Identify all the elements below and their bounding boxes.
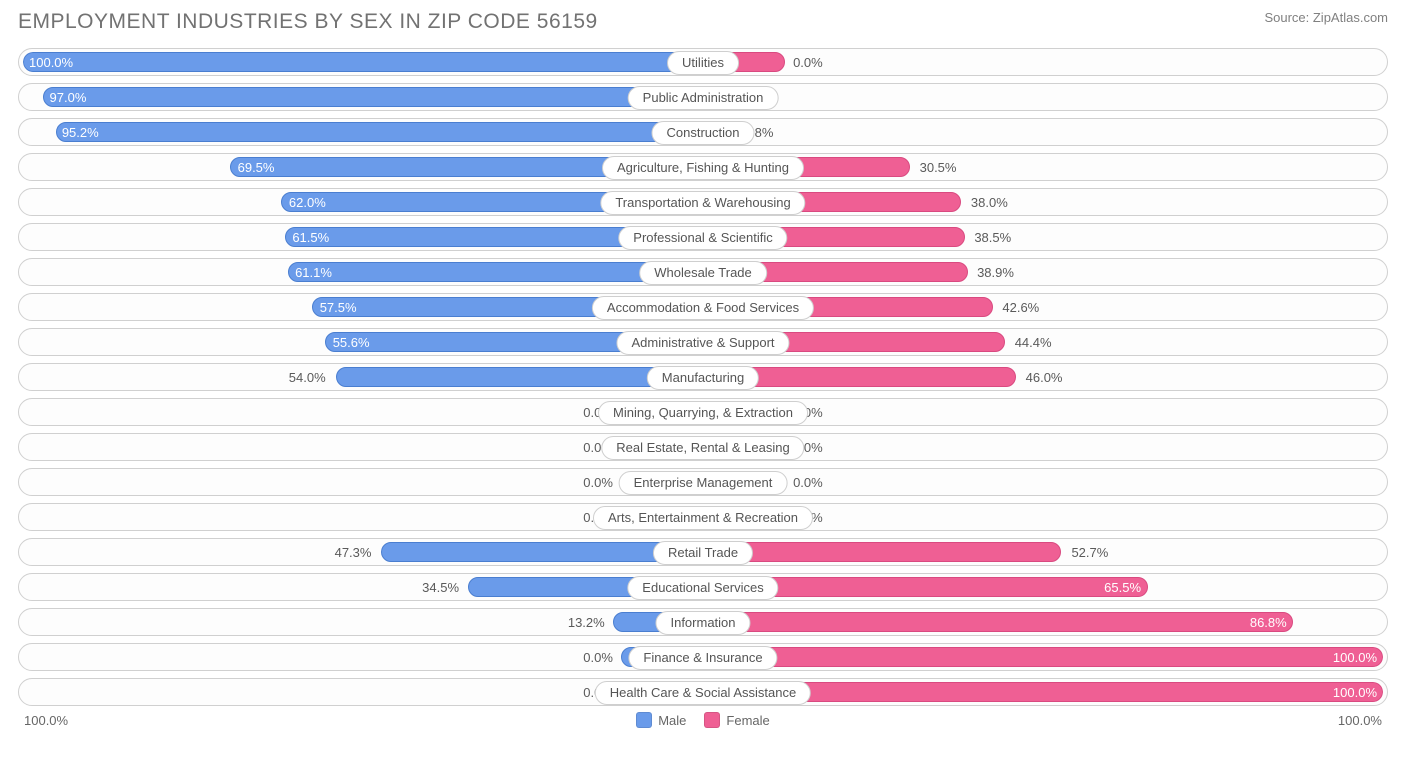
female-value: 44.4%	[1015, 329, 1052, 357]
female-bar	[703, 647, 1383, 667]
axis-left-label: 100.0%	[24, 713, 68, 728]
category-label: Real Estate, Rental & Leasing	[601, 436, 804, 460]
bar-row: 57.5% 42.6% Accommodation & Food Services	[18, 293, 1388, 321]
male-value: 34.5%	[422, 574, 459, 602]
female-value: 100.0%	[1333, 644, 1377, 672]
male-bar	[43, 87, 703, 107]
category-label: Finance & Insurance	[628, 646, 777, 670]
legend-label-male: Male	[658, 713, 686, 728]
chart-container: EMPLOYMENT INDUSTRIES BY SEX IN ZIP CODE…	[0, 0, 1406, 736]
chart-header: EMPLOYMENT INDUSTRIES BY SEX IN ZIP CODE…	[18, 10, 1388, 34]
female-value: 46.0%	[1026, 364, 1063, 392]
male-value: 61.1%	[295, 259, 332, 287]
bar-row: 61.1% 38.9% Wholesale Trade	[18, 258, 1388, 286]
category-label: Transportation & Warehousing	[600, 191, 805, 215]
bar-row: 0.0% 100.0% Finance & Insurance	[18, 643, 1388, 671]
legend-label-female: Female	[726, 713, 769, 728]
female-bar	[703, 542, 1061, 562]
category-label: Mining, Quarrying, & Extraction	[598, 401, 808, 425]
legend-swatch-male	[636, 712, 652, 728]
bar-row: 97.0%3.0%Public Administration	[18, 83, 1388, 111]
male-value: 62.0%	[289, 189, 326, 217]
category-label: Wholesale Trade	[639, 261, 767, 285]
male-value: 0.0%	[583, 469, 613, 497]
bar-row: 54.0% 46.0% Manufacturing	[18, 363, 1388, 391]
category-label: Arts, Entertainment & Recreation	[593, 506, 813, 530]
bar-row: 100.0% 0.0% Utilities	[18, 48, 1388, 76]
female-value: 100.0%	[1333, 679, 1377, 707]
female-value: 65.5%	[1104, 574, 1141, 602]
female-value: 0.0%	[793, 469, 823, 497]
axis-right-label: 100.0%	[1338, 713, 1382, 728]
category-label: Utilities	[667, 51, 739, 75]
male-value: 13.2%	[568, 609, 605, 637]
bar-row: 0.0%0.0%Arts, Entertainment & Recreation	[18, 503, 1388, 531]
legend-item-female: Female	[704, 712, 769, 728]
chart-rows: 100.0% 0.0% Utilities 97.0%3.0%Public Admin…	[18, 48, 1388, 706]
female-value: 52.7%	[1071, 539, 1108, 567]
bar-row: 0.0%100.0%Health Care & Social Assistanc…	[18, 678, 1388, 706]
category-label: Information	[655, 611, 750, 635]
female-value: 0.0%	[793, 49, 823, 77]
bar-row: 0.0%0.0%Mining, Quarrying, & Extraction	[18, 398, 1388, 426]
category-label: Professional & Scientific	[618, 226, 787, 250]
bar-row: 34.5% 65.5% Educational Services	[18, 573, 1388, 601]
male-value: 61.5%	[292, 224, 329, 252]
bar-row: 95.2%4.8%Construction	[18, 118, 1388, 146]
bar-row: 47.3% 52.7% Retail Trade	[18, 538, 1388, 566]
category-label: Public Administration	[628, 86, 779, 110]
male-value: 54.0%	[289, 364, 326, 392]
category-label: Retail Trade	[653, 541, 753, 565]
male-value: 57.5%	[320, 294, 357, 322]
bar-row: 69.5% 30.5% Agriculture, Fishing & Hunting	[18, 153, 1388, 181]
category-label: Health Care & Social Assistance	[595, 681, 811, 705]
category-label: Administrative & Support	[616, 331, 789, 355]
category-label: Enterprise Management	[619, 471, 788, 495]
male-value: 55.6%	[333, 329, 370, 357]
female-value: 86.8%	[1250, 609, 1287, 637]
male-value: 97.0%	[50, 84, 87, 112]
male-value: 95.2%	[62, 119, 99, 147]
male-value: 47.3%	[335, 539, 372, 567]
category-label: Educational Services	[627, 576, 778, 600]
bar-row: 13.2% 86.8% Information	[18, 608, 1388, 636]
bar-row: 62.0% 38.0% Transportation & Warehousing	[18, 188, 1388, 216]
chart-title: EMPLOYMENT INDUSTRIES BY SEX IN ZIP CODE…	[18, 10, 598, 34]
bar-row: 0.0%0.0%Real Estate, Rental & Leasing	[18, 433, 1388, 461]
chart-source: Source: ZipAtlas.com	[1264, 10, 1388, 25]
male-value: 100.0%	[29, 49, 73, 77]
female-value: 42.6%	[1002, 294, 1039, 322]
female-value: 38.9%	[977, 259, 1014, 287]
female-value: 38.5%	[974, 224, 1011, 252]
category-label: Manufacturing	[647, 366, 759, 390]
bar-row: 61.5% 38.5% Professional & Scientific	[18, 223, 1388, 251]
legend: Male Female	[636, 712, 770, 728]
legend-swatch-female	[704, 712, 720, 728]
category-label: Agriculture, Fishing & Hunting	[602, 156, 804, 180]
category-label: Accommodation & Food Services	[592, 296, 814, 320]
female-value: 30.5%	[920, 154, 957, 182]
category-label: Construction	[652, 121, 755, 145]
bar-row: 0.0% 0.0%Enterprise Management	[18, 468, 1388, 496]
bar-row: 55.6% 44.4% Administrative & Support	[18, 328, 1388, 356]
chart-footer: 100.0% Male Female 100.0%	[18, 712, 1388, 728]
male-bar	[56, 122, 703, 142]
female-bar	[703, 612, 1293, 632]
male-value: 0.0%	[583, 644, 613, 672]
legend-item-male: Male	[636, 712, 686, 728]
male-bar	[23, 52, 703, 72]
male-value: 69.5%	[238, 154, 275, 182]
female-value: 38.0%	[971, 189, 1008, 217]
